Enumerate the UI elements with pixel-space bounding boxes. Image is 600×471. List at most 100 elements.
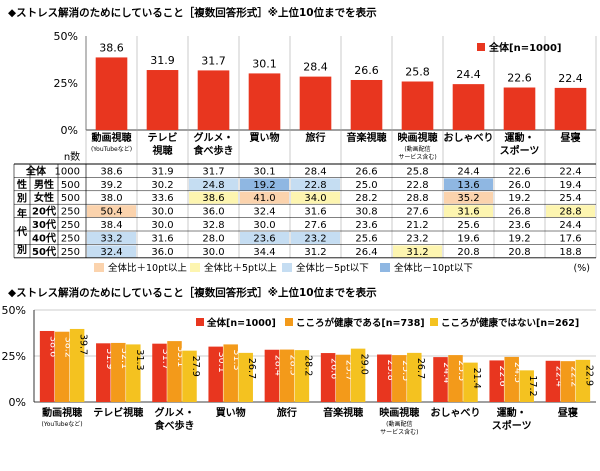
row-label: 50代 <box>32 245 56 258</box>
bar-value-label-vertical: 27.9 <box>190 356 201 377</box>
y-tick-label: 25% <box>54 77 78 90</box>
table-cell-value: 30.0 <box>202 247 224 258</box>
highlight-cell <box>291 178 340 191</box>
table-cell-value: 19.2 <box>508 233 530 244</box>
legend-swatch-1 <box>285 318 293 326</box>
y-tick-label: 0% <box>61 124 78 137</box>
bar-series-2 <box>519 370 534 402</box>
bar-value-label: 31.9 <box>150 54 175 67</box>
table-cell-value: 33.6 <box>151 193 173 204</box>
bar-value-label-vertical: 17.2 <box>527 375 538 396</box>
row-n: 1000 <box>55 166 80 177</box>
table-cell-value: 26.4 <box>355 247 377 258</box>
row-group-label-char: 別 <box>16 243 27 256</box>
bar-value-label-vertical: 28.5 <box>287 355 298 376</box>
category-sublabel: 食べ歩き <box>193 144 234 157</box>
bar-series-1 <box>504 356 519 402</box>
category-sublabel: スポーツ <box>492 419 532 432</box>
bar-overall <box>146 70 179 130</box>
bar-overall <box>452 84 485 130</box>
row-label: 男性 <box>34 178 54 191</box>
category-label: 昼寝 <box>558 406 578 419</box>
bar-value-label-vertical: 32.1 <box>119 348 130 369</box>
bar-series-0 <box>152 343 167 402</box>
bar-series-2 <box>463 362 478 402</box>
bar-value-label: 31.7 <box>201 54 226 67</box>
table-cell-value: 32.8 <box>202 220 224 231</box>
table-cell-value: 26.0 <box>508 180 530 191</box>
hl-legend-label: 全体比－5pt以下 <box>296 262 369 274</box>
bar-value-label-vertical: 31.7 <box>160 349 171 370</box>
bar-value-label: 24.4 <box>456 68 481 81</box>
bar-overall <box>95 57 128 130</box>
table-cell-value: 34.0 <box>304 193 326 204</box>
bar-series-0 <box>489 360 504 402</box>
category-sublabel: (YouTubeなど) <box>42 420 83 428</box>
hl-legend-swatch <box>190 263 200 272</box>
row-n: 250 <box>61 220 80 231</box>
bar-series-1 <box>223 344 238 402</box>
table-cell-value: 28.0 <box>202 233 224 244</box>
bar-series-0 <box>208 346 223 402</box>
bar-value-label: 30.1 <box>252 57 277 70</box>
bar-overall <box>503 87 536 130</box>
table-cell-value: 31.6 <box>304 207 326 218</box>
row-label: 女性 <box>34 191 54 204</box>
bar-value-label: 25.8 <box>405 65 430 78</box>
highlight-cell <box>291 191 340 204</box>
row-n: 250 <box>61 207 80 218</box>
row-label: 40代 <box>32 231 56 244</box>
bar-value-label: 28.4 <box>303 61 328 74</box>
highlight-cell <box>87 205 136 218</box>
category-label: 映画視聴 <box>379 406 419 419</box>
row-group-label-char: 性 <box>16 178 27 191</box>
row-n: 250 <box>61 247 80 258</box>
table-cell-value: 30.0 <box>151 207 173 218</box>
bar-series-2 <box>350 348 366 402</box>
category-label: 運動・ <box>505 131 535 144</box>
bar-value-label-vertical: 39.7 <box>78 334 89 355</box>
table-cell-value: 23.6 <box>355 220 377 231</box>
bar-overall <box>197 70 230 130</box>
bar-series-1 <box>167 341 182 402</box>
row-n: 500 <box>61 193 80 204</box>
bar-value-label-vertical: 28.4 <box>272 355 283 376</box>
table-cell-value: 19.2 <box>508 193 530 204</box>
table-cell-value: 38.0 <box>100 193 122 204</box>
bar-overall <box>248 73 281 130</box>
highlight-cell <box>291 232 340 244</box>
bar-series-1 <box>279 349 295 402</box>
category-sublabel: 視聴 <box>152 144 173 157</box>
table-cell-value: 33.2 <box>100 233 122 244</box>
table-cell-value: 28.8 <box>406 193 428 204</box>
table-cell-value: 25.4 <box>559 193 581 204</box>
category-label: 旅行 <box>277 406 297 419</box>
table-cell-value: 30.8 <box>355 207 377 218</box>
table-cell-value: 30.0 <box>253 220 275 231</box>
bar-value-label-vertical: 22.4 <box>553 366 564 387</box>
bar-series-0 <box>39 330 55 402</box>
row-label: 20代 <box>32 205 56 218</box>
bar-overall <box>554 87 587 130</box>
bar-value-label-vertical: 31.3 <box>231 349 242 370</box>
y-tick-label: 0% <box>9 396 26 409</box>
category-sublabel: サービス含む) <box>380 428 418 436</box>
bar-series-2 <box>238 352 253 402</box>
table-cell-value: 20.8 <box>508 247 530 258</box>
highlight-cell <box>393 245 442 258</box>
table-cell-value: 22.6 <box>508 166 530 177</box>
table-cell-value: 36.0 <box>151 247 173 258</box>
hl-legend-swatch <box>380 263 390 272</box>
table-cell-value: 50.4 <box>100 207 122 218</box>
category-label: 買い物 <box>216 406 246 419</box>
legend-swatch-overall <box>477 43 485 51</box>
bar-series-1 <box>560 361 576 402</box>
legend-swatch-2 <box>430 318 438 326</box>
y-tick-label: 50% <box>2 304 26 317</box>
table-cell-value: 31.6 <box>151 233 173 244</box>
category-sublabel: 食べ歩き <box>154 419 195 432</box>
table-cell-value: 30.1 <box>253 166 275 177</box>
table-cell-value: 31.2 <box>304 247 326 258</box>
hl-legend-label: 全体比＋5pt以上 <box>204 262 277 274</box>
table-cell-value: 38.4 <box>100 220 122 231</box>
